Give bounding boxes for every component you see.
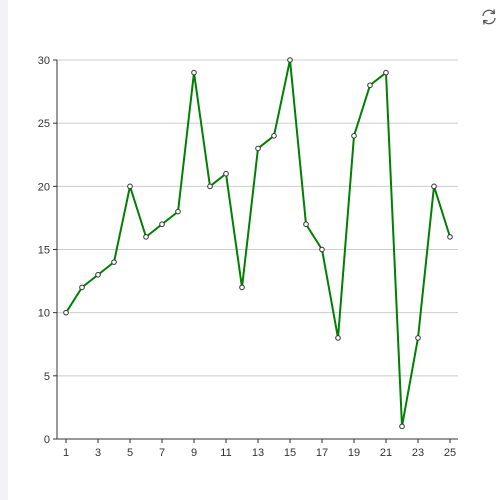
x-tick-label: 13 <box>252 447 264 459</box>
data-point[interactable] <box>367 82 373 89</box>
data-point[interactable] <box>431 183 437 190</box>
data-point[interactable] <box>287 57 293 63</box>
data-point[interactable] <box>143 234 149 240</box>
x-tick-label: 19 <box>348 447 360 459</box>
series-layer <box>65 59 451 428</box>
data-point[interactable] <box>335 335 341 341</box>
x-tick-label: 25 <box>444 447 456 459</box>
y-tick-label: 25 <box>38 118 50 130</box>
data-point[interactable] <box>159 221 165 228</box>
x-tick-label: 11 <box>220 447 231 459</box>
data-point[interactable] <box>175 208 181 215</box>
x-tick-label: 15 <box>284 447 296 459</box>
data-point[interactable] <box>239 284 245 291</box>
data-point[interactable] <box>383 69 389 76</box>
data-point[interactable] <box>223 170 229 177</box>
axes <box>53 59 458 443</box>
y-tick-label: 5 <box>44 371 50 383</box>
x-tick-labels: 1 3 5 7 9 11 13 15 17 19 21 23 25 <box>63 447 456 459</box>
data-point[interactable] <box>415 335 421 341</box>
data-point[interactable] <box>63 309 69 316</box>
x-tick-label: 17 <box>316 447 328 459</box>
sidebar-strip <box>0 0 8 500</box>
data-point[interactable] <box>319 246 325 253</box>
data-point[interactable] <box>303 221 309 228</box>
y-tick-label: 30 <box>38 55 50 67</box>
y-tick-label: 15 <box>38 245 50 257</box>
x-tick-label: 3 <box>95 447 101 459</box>
y-tick-label: 20 <box>38 181 50 193</box>
data-point[interactable] <box>447 234 453 240</box>
data-point[interactable] <box>127 183 133 190</box>
x-tick-label: 7 <box>159 447 165 459</box>
data-point[interactable] <box>95 271 101 278</box>
x-tick-label: 1 <box>63 447 69 459</box>
data-point[interactable] <box>255 145 261 152</box>
data-point[interactable] <box>191 69 197 76</box>
refresh-icon <box>482 9 496 25</box>
x-tick-label: 23 <box>412 447 424 459</box>
y-tick-label: 0 <box>44 434 50 446</box>
y-tick-labels: 0 5 10 15 20 25 30 <box>38 55 50 446</box>
data-point[interactable] <box>351 133 357 139</box>
x-tick-label: 21 <box>380 447 392 459</box>
refresh-button[interactable] <box>479 7 499 27</box>
data-point[interactable] <box>111 259 117 265</box>
data-points <box>63 57 453 430</box>
y-tick-label: 10 <box>38 308 50 320</box>
data-point[interactable] <box>271 133 277 139</box>
data-point[interactable] <box>79 284 85 291</box>
data-point[interactable] <box>399 423 405 430</box>
series-line <box>65 59 451 428</box>
x-tick-label: 9 <box>191 447 197 459</box>
data-point[interactable] <box>207 183 213 190</box>
x-tick-label: 5 <box>127 447 133 459</box>
